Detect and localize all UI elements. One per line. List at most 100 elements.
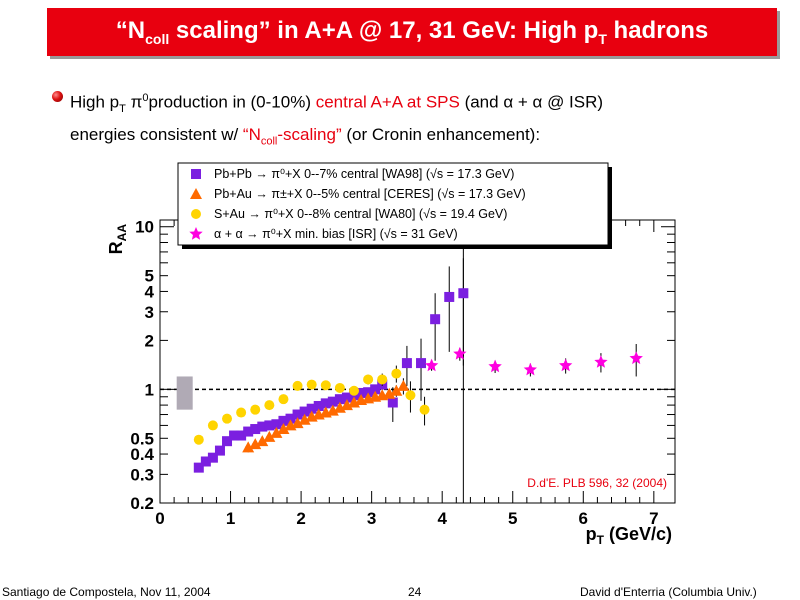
y-tick-label: 0.4 <box>130 445 154 464</box>
data-point <box>327 396 338 407</box>
data-point <box>263 430 276 442</box>
data-point <box>214 445 225 456</box>
slide-title: “Ncoll scaling” in A+A @ 17, 31 GeV: Hig… <box>47 8 777 56</box>
bullet-highlight: “N <box>242 125 261 145</box>
data-point <box>370 384 381 395</box>
data-point <box>257 421 268 432</box>
legend-label: α + α → π⁰+X min. bias [ISR] (√s = 31 Ge… <box>214 227 458 241</box>
page-number: 24 <box>408 585 422 599</box>
data-point <box>278 394 289 405</box>
bullet-part: production in (0-10%) <box>148 92 316 112</box>
series-circle <box>193 365 430 445</box>
bullet-part: (or Cronin enhancement): <box>341 125 541 145</box>
y-tick-label: 10 <box>135 218 154 237</box>
y-tick-label: 2 <box>145 331 154 350</box>
bullet-part: energies consistent w/ <box>70 125 243 145</box>
data-point <box>341 392 352 403</box>
legend-label: Pb+Au → π±+X 0--5% central [CERES] (√s =… <box>214 187 526 201</box>
series-star <box>425 344 643 377</box>
bullet-part: (and α + α @ ISR) <box>459 92 604 112</box>
data-point <box>356 387 367 398</box>
data-point <box>453 347 467 360</box>
bullet-highlight: central A+A at SPS <box>315 92 460 112</box>
y-tick-label: 3 <box>145 303 154 322</box>
y-tick-label: 0.5 <box>130 429 154 448</box>
data-point <box>207 420 218 431</box>
footer-venue: Santiago de Compostela, Nov 11, 2004 <box>2 585 211 599</box>
data-point <box>242 441 255 453</box>
legend-marker <box>189 227 203 240</box>
data-point <box>377 374 388 385</box>
data-point <box>594 355 608 368</box>
data-point <box>264 420 275 431</box>
title-text-1: “N <box>115 17 146 44</box>
data-point <box>320 380 331 391</box>
legend-marker <box>191 209 201 219</box>
bullet-highlight-sub: coll <box>260 135 278 148</box>
data-point <box>193 434 204 445</box>
data-point <box>250 404 261 415</box>
data-point <box>326 404 339 416</box>
data-point <box>363 387 374 398</box>
x-tick-label: 2 <box>296 509 305 528</box>
title-sub-coll: coll <box>145 30 170 47</box>
y-tick-label: 4 <box>145 282 155 301</box>
x-axis-title: pT (GeV/c) <box>586 524 672 547</box>
data-point <box>334 394 345 405</box>
x-tick-label: 1 <box>226 509 235 528</box>
data-point <box>277 423 290 435</box>
series-triangle <box>242 378 410 453</box>
data-point <box>488 359 502 373</box>
bullet-sup: 0 <box>142 92 149 104</box>
data-point <box>264 400 275 411</box>
data-point <box>193 462 204 473</box>
data-point <box>391 368 402 379</box>
x-tick-label: 7 <box>649 509 658 528</box>
data-point <box>629 351 643 365</box>
data-point <box>425 358 439 372</box>
data-point <box>306 403 317 414</box>
title-sub-t: T <box>598 30 607 47</box>
data-point <box>306 379 317 390</box>
data-point <box>200 456 211 467</box>
data-point <box>313 400 324 411</box>
title-text-2: scaling” in A+A @ 17, 31 GeV: High p <box>169 17 599 44</box>
data-point <box>334 382 345 393</box>
legend-marker <box>191 169 201 179</box>
x-tick-label: 5 <box>508 509 517 528</box>
y-tick-label: 0.2 <box>130 494 154 513</box>
data-point <box>444 291 455 302</box>
bullet-icon <box>52 91 63 102</box>
data-point <box>250 424 261 435</box>
legend-label: S+Au → π⁰+X 0--8% central [WA80] (√s = 1… <box>214 207 507 221</box>
data-point <box>222 436 233 447</box>
legend-label: Pb+Pb → π⁰+X 0--7% central [WA98] (√s = … <box>214 167 514 181</box>
bullet-highlight: -scaling” <box>277 125 342 145</box>
data-point <box>249 438 262 450</box>
data-point <box>405 390 416 401</box>
x-tick-label: 3 <box>367 509 376 528</box>
data-point <box>383 387 396 399</box>
citation-annotation: D.d'E. PLB 596, 32 (2004) <box>527 476 667 490</box>
title-text-3: hadrons <box>606 17 709 44</box>
data-point <box>207 452 218 463</box>
x-tick-label: 6 <box>579 509 588 528</box>
data-point <box>559 358 573 372</box>
data-point <box>523 362 537 376</box>
data-point <box>363 374 374 385</box>
y-tick-label: 5 <box>145 267 154 286</box>
series-square <box>193 258 469 473</box>
bullet-part: π <box>125 92 143 112</box>
data-point <box>397 379 410 391</box>
data-point <box>291 417 304 429</box>
normalization-uncertainty-box <box>176 376 193 410</box>
x-tick-label: 0 <box>155 509 164 528</box>
data-point <box>292 409 303 420</box>
data-point <box>236 407 247 418</box>
data-point <box>299 406 310 417</box>
bullet-text: High pT π0production in (0-10%) central … <box>70 86 770 154</box>
y-tick-label: 1 <box>145 380 154 399</box>
legend-marker <box>190 188 202 199</box>
data-point <box>292 380 303 391</box>
